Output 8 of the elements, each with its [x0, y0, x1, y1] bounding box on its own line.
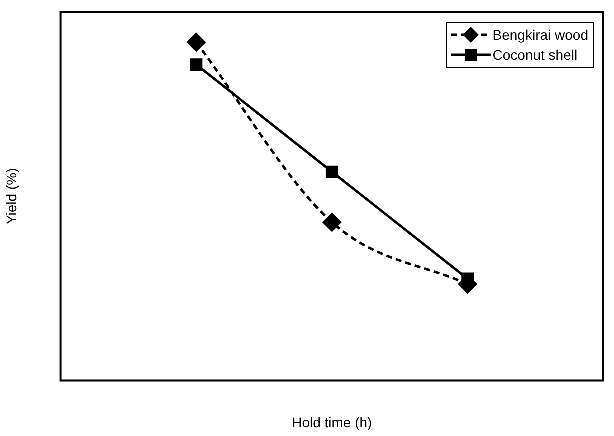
y-axis-title: Yield (%): [3, 168, 20, 225]
legend-label: Bengkirai wood: [492, 26, 588, 44]
point: [187, 33, 206, 52]
x-axis-title: Hold time (h): [292, 414, 372, 430]
point: [322, 213, 342, 232]
point: [190, 58, 203, 71]
legend-label: Coconut shell: [492, 46, 578, 64]
point: [326, 166, 338, 178]
